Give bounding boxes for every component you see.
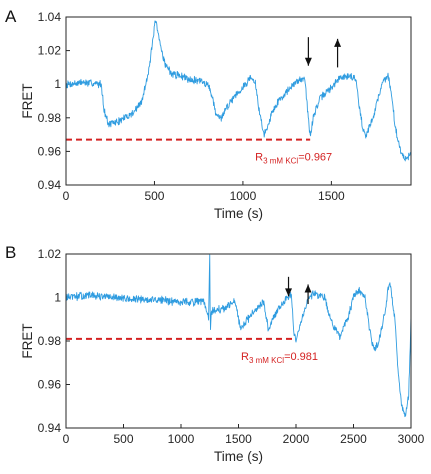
panel-b-y-tick-label: 0.96 — [38, 378, 62, 392]
panel-b-arrows — [285, 276, 312, 305]
panel-b-reference-label: R3 mM KCl=0.981 — [241, 351, 318, 365]
panel-a-reference-label-value: =0.967 — [298, 152, 332, 164]
panel-b-y-tick-label: 1 — [54, 291, 61, 305]
panel-b-y-tick-label: 1.02 — [38, 247, 62, 261]
panel-a-y-axis-label: FRET — [20, 83, 35, 118]
panel-a-y-tick-label: 1.02 — [38, 44, 62, 58]
panel-a-reference-label-main: R — [255, 152, 263, 164]
panel-a-y-tick-label: 1.04 — [38, 10, 62, 24]
panel-a-reference-label: R3 mM KCl=0.967 — [255, 152, 332, 166]
panel-a-x-axis-label: Time (s) — [214, 206, 263, 221]
panel-b-reference-label-value: =0.981 — [284, 351, 318, 363]
panel-a-y-tick-label: 0.94 — [38, 178, 62, 192]
panel-b-reference-label-sub: 3 mM KCl — [249, 356, 284, 365]
panel-a-letter: A — [5, 7, 17, 26]
panel-b-x-tick-label: 500 — [113, 432, 133, 446]
panel-b-y-tick-label: 0.94 — [38, 421, 62, 435]
panel-b-arrow-down-head — [285, 288, 293, 297]
panel-a-arrow-up-head — [334, 38, 342, 47]
panel-b-axes-frame — [65, 253, 412, 429]
panel-a-y-tick-label: 0.98 — [38, 111, 62, 125]
panel-a-reference-label-sub: 3 mM KCl — [263, 157, 298, 166]
panel-b-ticks: 0 500 1000 1500 2000 2500 3000 0.94 0.96 0.98 1 1.0… — [38, 247, 425, 446]
panel-b-reference-label-main: R — [241, 351, 249, 363]
panel-a-fret-trace — [65, 20, 412, 162]
panel-a-y-tick-label: 0.96 — [38, 144, 62, 158]
panel-b-arrow-up-head — [304, 284, 312, 293]
panel-a-arrow-down-head — [304, 57, 312, 66]
panel-b-fret-trace — [65, 254, 412, 418]
panel-a-ticks: 0 500 1000 1500 0.94 0.96 0.98 1 1.02 1.04 — [38, 10, 345, 203]
panel-a-axes-frame — [65, 16, 412, 186]
panel-b-x-tick-label: 3000 — [398, 432, 425, 446]
panel-b-x-tick-label: 1500 — [225, 432, 252, 446]
panel-a-x-tick-label: 500 — [144, 189, 164, 203]
panel-a-x-tick-label: 1500 — [318, 189, 345, 203]
panel-a: A 0 500 1000 1500 0.94 0.96 0.98 1 1.02 1.04 R3 m… — [5, 7, 412, 221]
panel-b-x-tick-label: 1000 — [168, 432, 195, 446]
panel-b-x-tick-label: 0 — [63, 432, 70, 446]
panel-b-trace-group — [65, 254, 412, 418]
panel-a-trace-group — [65, 20, 412, 162]
panel-a-x-tick-label: 0 — [63, 189, 70, 203]
panel-b-letter: B — [5, 243, 16, 262]
panel-a-x-tick-label: 1000 — [230, 189, 257, 203]
panel-b-y-tick-label: 0.98 — [38, 334, 62, 348]
panel-a-y-tick-label: 1 — [54, 77, 61, 91]
panel-a-arrows — [304, 37, 342, 68]
panel-b-x-tick-label: 2000 — [283, 432, 310, 446]
panel-b-x-tick-label: 2500 — [340, 432, 367, 446]
panel-b-y-axis-label: FRET — [20, 323, 35, 358]
panel-b: B 0 500 1000 1500 2000 2500 3000 0.94 0.96 0.98 1 1… — [5, 243, 425, 464]
panel-b-x-axis-label: Time (s) — [214, 449, 263, 464]
